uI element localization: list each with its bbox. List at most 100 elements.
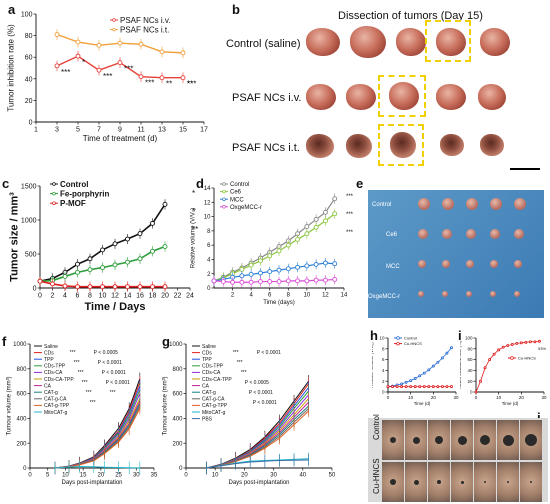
legend-marker: [112, 27, 116, 32]
data-point: [422, 385, 426, 389]
data-point: [391, 385, 394, 389]
x-tick-label: 8: [88, 293, 92, 300]
row-label-control: Control (saline): [226, 38, 301, 50]
annotation: *: [192, 189, 195, 198]
x-axis-label: Days post-implantation: [61, 480, 122, 486]
annotation: ***: [90, 400, 96, 406]
tumor-image: [442, 198, 454, 210]
data-point: [267, 279, 273, 285]
annotation: ***: [346, 212, 354, 218]
y-tick-label: 100: [21, 11, 33, 18]
data-point: [322, 260, 328, 266]
x-tick-label: 0: [38, 293, 42, 300]
x-tick-label: 30: [541, 395, 547, 400]
data-point: [138, 41, 144, 47]
tumor-image: [442, 291, 448, 297]
data-point: [295, 278, 301, 284]
annotation: P < 0.0001: [106, 380, 130, 386]
data-point: [96, 42, 102, 48]
data-point: [100, 265, 105, 271]
annotation: ***: [233, 350, 239, 356]
data-point: [304, 224, 310, 230]
data-point: [510, 343, 514, 346]
legend-label: Cu-HNCS: [404, 341, 422, 346]
data-point: [138, 74, 144, 80]
data-point: [409, 379, 413, 383]
tumor-image: [490, 260, 498, 268]
data-point: [450, 385, 453, 389]
y-tick-label: 1500: [21, 183, 37, 190]
x-tick-label: 20: [98, 473, 105, 479]
y-tick-label: 0: [33, 285, 37, 292]
legend-label: CA: [202, 383, 210, 389]
y-tick-label: 800: [16, 367, 27, 373]
panel-label-h: h: [370, 328, 378, 343]
data-point: [445, 351, 449, 355]
legend-marker: [222, 182, 226, 186]
tumor-image: [440, 134, 464, 156]
x-tick-label: 15: [80, 473, 87, 479]
annotation: P < 0.0005: [94, 350, 118, 356]
legend-label: CDs-CA-TPP: [202, 377, 232, 383]
panel-label-g: g: [162, 334, 170, 349]
data-point: [211, 278, 217, 284]
data-point: [75, 39, 81, 45]
data-point: [159, 75, 165, 81]
tumor-image: [436, 84, 466, 110]
annotation: ***: [86, 390, 92, 396]
data-point: [125, 236, 130, 242]
tumor-image: [466, 229, 476, 239]
x-tick-label: 40: [299, 473, 306, 479]
data-point: [87, 256, 93, 262]
y-tick-label: 2: [382, 379, 385, 384]
legend-label: TPP: [202, 357, 212, 363]
series-line-control: [213, 198, 336, 282]
tumor-image: [350, 26, 386, 58]
y-tick-label: 0: [29, 119, 33, 126]
tumor-lesion: [412, 436, 420, 444]
x-tick-label: 0: [387, 395, 390, 400]
legend-marker: [396, 341, 400, 346]
tumor-image: [418, 260, 426, 268]
y-tick-label: 4: [207, 258, 211, 264]
highlight-box: [425, 20, 471, 62]
x-tick-label: 20: [519, 395, 525, 400]
data-point: [332, 276, 338, 282]
legend-label: PBS: [202, 416, 213, 422]
data-point: [440, 385, 444, 389]
data-point: [304, 231, 310, 237]
x-tick-label: 30: [453, 395, 459, 400]
data-point: [492, 352, 496, 356]
data-point: [528, 340, 532, 344]
data-point: [239, 279, 245, 285]
y-tick-label: 40: [467, 368, 473, 373]
tumor-image: [490, 229, 500, 239]
annotation: ***: [61, 68, 70, 77]
e-row-label: Ce6: [386, 232, 398, 238]
x-tick-label: 4: [63, 293, 67, 300]
x-tick-label: 5: [76, 127, 80, 134]
data-point: [404, 385, 408, 389]
chart-g: 0 10 20 30 40 50 0 200 400 600 800 1000 Days post-im…: [162, 342, 336, 486]
x-tick-label: 30: [270, 473, 277, 479]
y-axis-label: Tumour volume (mm³): [6, 376, 12, 435]
tumor-image: [396, 28, 426, 56]
x-axis-label: Time (days): [263, 300, 294, 306]
series-line-mitocat-g: [54, 466, 140, 469]
x-tick-label: 11: [137, 127, 144, 134]
annotation: P < 0.0001: [98, 360, 122, 366]
e-row-label: MCC: [386, 264, 400, 270]
data-point: [112, 262, 118, 268]
tumor-image: [442, 229, 452, 239]
tumor-image: [514, 260, 522, 268]
annotation: **: [192, 225, 198, 234]
data-point: [159, 49, 165, 55]
x-tick-label: 6: [268, 293, 272, 299]
x-tick-label: 4: [249, 293, 253, 299]
data-point: [538, 339, 541, 343]
data-point: [413, 385, 417, 389]
x-tick-label: 20: [161, 293, 169, 300]
scale-bar: [510, 168, 540, 170]
tumor-image: [466, 260, 474, 268]
